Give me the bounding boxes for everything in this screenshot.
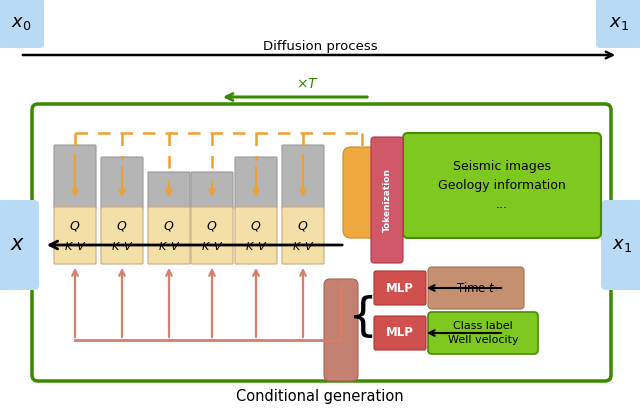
- FancyBboxPatch shape: [191, 172, 233, 209]
- Text: $V$: $V$: [304, 240, 314, 252]
- Text: $V$: $V$: [213, 240, 223, 252]
- Text: Seismic images
Geology information
...: Seismic images Geology information ...: [438, 160, 566, 211]
- FancyBboxPatch shape: [428, 267, 524, 309]
- FancyBboxPatch shape: [374, 316, 426, 350]
- FancyBboxPatch shape: [0, 200, 39, 290]
- FancyBboxPatch shape: [235, 157, 277, 209]
- Text: $K$: $K$: [292, 240, 302, 252]
- FancyBboxPatch shape: [282, 207, 324, 264]
- Text: $K$: $K$: [64, 240, 74, 252]
- Text: $x_1$: $x_1$: [612, 236, 632, 254]
- FancyBboxPatch shape: [148, 172, 190, 209]
- FancyBboxPatch shape: [54, 207, 96, 264]
- FancyBboxPatch shape: [235, 207, 277, 264]
- FancyBboxPatch shape: [54, 145, 96, 209]
- FancyBboxPatch shape: [32, 104, 611, 381]
- Text: $K$: $K$: [245, 240, 255, 252]
- Text: MLP: MLP: [386, 326, 414, 339]
- FancyBboxPatch shape: [403, 133, 601, 238]
- Text: $\times T$: $\times T$: [296, 77, 319, 91]
- Text: Class label
Well velocity: Class label Well velocity: [448, 321, 518, 345]
- Text: $Q$: $Q$: [298, 219, 308, 233]
- Text: $Q$: $Q$: [69, 219, 81, 233]
- Text: $Q$: $Q$: [250, 219, 262, 233]
- FancyBboxPatch shape: [148, 207, 190, 264]
- FancyBboxPatch shape: [101, 207, 143, 264]
- Text: Diffusion process: Diffusion process: [262, 40, 378, 53]
- FancyBboxPatch shape: [324, 279, 358, 381]
- FancyBboxPatch shape: [191, 207, 233, 264]
- FancyBboxPatch shape: [428, 312, 538, 354]
- FancyBboxPatch shape: [374, 271, 426, 305]
- Text: $K$: $K$: [158, 240, 168, 252]
- Text: {: {: [347, 295, 377, 341]
- Text: MLP: MLP: [386, 281, 414, 294]
- Text: $V$: $V$: [170, 240, 180, 252]
- Text: Time $t$: Time $t$: [456, 281, 496, 295]
- Text: $K$: $K$: [201, 240, 211, 252]
- Text: $x_1$: $x_1$: [609, 14, 629, 32]
- Text: $V$: $V$: [123, 240, 133, 252]
- FancyBboxPatch shape: [282, 145, 324, 209]
- Text: $V$: $V$: [76, 240, 86, 252]
- FancyBboxPatch shape: [343, 147, 381, 238]
- Text: $Q$: $Q$: [116, 219, 127, 233]
- Text: $Q$: $Q$: [163, 219, 175, 233]
- FancyBboxPatch shape: [371, 137, 403, 263]
- Text: $Q$: $Q$: [206, 219, 218, 233]
- Text: Conditional generation: Conditional generation: [236, 389, 404, 405]
- FancyBboxPatch shape: [101, 157, 143, 209]
- FancyBboxPatch shape: [601, 200, 640, 290]
- FancyBboxPatch shape: [596, 0, 640, 48]
- Text: $x_0$: $x_0$: [11, 14, 31, 32]
- Text: $K$: $K$: [111, 240, 121, 252]
- FancyBboxPatch shape: [0, 0, 44, 48]
- Text: $V$: $V$: [257, 240, 267, 252]
- Text: Tokenization: Tokenization: [383, 168, 392, 232]
- Text: $x$: $x$: [10, 236, 26, 254]
